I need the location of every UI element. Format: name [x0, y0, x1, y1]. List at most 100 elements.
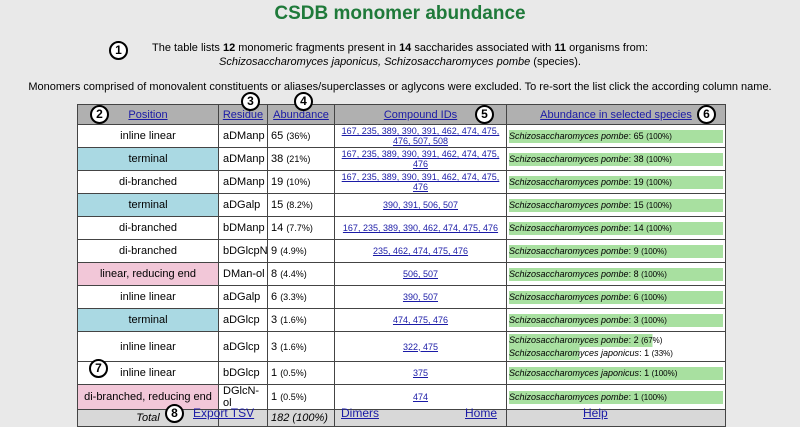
- table-row: linear, reducing end DMan-ol 8 (4.4%) 506, …: [77, 262, 726, 286]
- compound-ids-link[interactable]: 474, 475, 476: [392, 315, 449, 325]
- compound-ids-link[interactable]: 390, 507: [402, 292, 439, 302]
- sort-compound-ids-link[interactable]: Compound IDs: [383, 108, 458, 121]
- residue-cell: DGlcN-ol: [218, 384, 268, 410]
- table-row: terminal aDGalp 15 (8.2%) 390, 391, 506, 50…: [77, 193, 726, 217]
- residue-cell: bDManp: [218, 216, 268, 240]
- residue-cell: aDGlcp: [218, 331, 268, 362]
- residue-cell: bDGlcp: [218, 361, 268, 385]
- compound-ids-cell: 322, 475: [334, 331, 507, 362]
- species-entry: Schizosaccharomyces pombe: 6 (100%): [509, 290, 723, 304]
- compound-ids-cell: 167, 235, 389, 390, 462, 474, 475, 476: [334, 216, 507, 240]
- position-cell: di-branched: [77, 239, 219, 263]
- fragment-count: 12: [222, 42, 236, 54]
- compound-ids-link[interactable]: 506, 507: [402, 269, 439, 279]
- intro-text: The table lists 12 monomeric fragments p…: [152, 42, 648, 68]
- callout-badge-3: 3: [241, 92, 260, 111]
- position-cell: linear, reducing end: [77, 262, 219, 286]
- home-link[interactable]: Home: [465, 406, 498, 420]
- col-species-header: Abundance in selected species: [506, 104, 726, 125]
- callout-badge-2: 2: [90, 105, 109, 124]
- callout-badge-1: 1: [109, 41, 128, 60]
- table-row: terminal aDManp 38 (21%) 167, 235, 389, 390…: [77, 147, 726, 171]
- compound-ids-link[interactable]: 375: [412, 368, 429, 378]
- sort-position-link[interactable]: Position: [128, 108, 168, 121]
- species-entry: Schizosaccharomyces pombe: 65 (100%): [509, 129, 723, 143]
- species-entry: Schizosaccharomyces japonicus: 1 (100%): [509, 366, 723, 380]
- abundance-cell: 38 (21%): [267, 147, 335, 171]
- export-tsv-link[interactable]: Export TSV: [193, 406, 255, 420]
- species-abundance-cell: Schizosaccharomyces pombe: 14 (100%): [506, 216, 726, 240]
- compound-ids-link[interactable]: 167, 235, 389, 390, 391, 462, 474, 475, …: [341, 126, 500, 146]
- compound-ids-link[interactable]: 390, 391, 506, 507: [382, 200, 459, 210]
- species-entry: Schizosaccharomyces pombe: 2 (67%): [509, 333, 723, 347]
- abundance-cell: 9 (4.9%): [267, 239, 335, 263]
- species-abundance-cell: Schizosaccharomyces pombe: 8 (100%): [506, 262, 726, 286]
- species-entry: Schizosaccharomyces pombe: 3 (100%): [509, 313, 723, 327]
- position-cell: terminal: [77, 193, 219, 217]
- abundance-cell: 3 (1.6%): [267, 308, 335, 332]
- callout-badge-6: 6: [697, 105, 716, 124]
- compound-ids-cell: 390, 391, 506, 507: [334, 193, 507, 217]
- compound-ids-link[interactable]: 167, 235, 389, 390, 391, 462, 474, 475, …: [341, 172, 500, 192]
- residue-cell: aDManp: [218, 124, 268, 148]
- species-abundance-cell: Schizosaccharomyces pombe: 1 (100%): [506, 384, 726, 410]
- abundance-cell: 1 (0.5%): [267, 361, 335, 385]
- col-compound-ids-header: Compound IDs: [334, 104, 507, 125]
- position-cell: inline linear: [77, 331, 219, 362]
- compound-ids-link[interactable]: 235, 462, 474, 475, 476: [372, 246, 469, 256]
- species-abundance-cell: Schizosaccharomyces pombe: 15 (100%): [506, 193, 726, 217]
- compound-ids-link[interactable]: 474: [412, 392, 429, 402]
- footer-export: Export TSV: [193, 406, 254, 420]
- compound-ids-cell: 167, 235, 389, 390, 391, 462, 474, 475, …: [334, 170, 507, 194]
- abundance-cell: 19 (10%): [267, 170, 335, 194]
- species-abundance-cell: Schizosaccharomyces pombe: 6 (100%): [506, 285, 726, 309]
- total-row: Total 182 (100%): [77, 409, 726, 427]
- compound-ids-link[interactable]: 322, 475: [402, 341, 439, 352]
- position-cell: di-branched: [77, 170, 219, 194]
- species-abundance-cell: Schizosaccharomyces pombe: 3 (100%): [506, 308, 726, 332]
- callout-badge-4: 4: [294, 92, 313, 111]
- help-link[interactable]: Help: [583, 406, 608, 420]
- species-list: Schizosaccharomyces japonicus, Schizosac…: [219, 56, 531, 68]
- footer-home: Home: [465, 406, 497, 420]
- abundance-cell: 3 (1.6%): [267, 331, 335, 362]
- callout-badge-7: 7: [89, 359, 108, 378]
- species-entry: Schizosaccharomyces pombe: 14 (100%): [509, 221, 723, 235]
- table-row: di-branched aDManp 19 (10%) 167, 235, 389, …: [77, 170, 726, 194]
- footer-help: Help: [583, 406, 608, 420]
- position-cell: di-branched: [77, 216, 219, 240]
- compound-ids-cell: 474: [334, 384, 507, 410]
- residue-cell: aDGalp: [218, 285, 268, 309]
- abundance-cell: 14 (7.7%): [267, 216, 335, 240]
- residue-cell: bDGlcpN: [218, 239, 268, 263]
- species-abundance-cell: Schizosaccharomyces pombe: 19 (100%): [506, 170, 726, 194]
- position-cell: terminal: [77, 308, 219, 332]
- residue-cell: aDGlcp: [218, 308, 268, 332]
- footer-dimers: Dimers: [341, 406, 379, 420]
- abundance-cell: 1 (0.5%): [267, 384, 335, 410]
- species-entry: Schizosaccharomyces pombe: 8 (100%): [509, 267, 723, 281]
- callout-badge-8: 8: [165, 404, 184, 423]
- residue-cell: aDManp: [218, 170, 268, 194]
- compound-ids-cell: 167, 235, 389, 390, 391, 462, 474, 475, …: [334, 147, 507, 171]
- monomer-table: Position Residue Abundance Compound IDs …: [77, 104, 726, 427]
- species-entry: Schizosaccharomyces pombe: 9 (100%): [509, 244, 723, 258]
- table-header-row: Position Residue Abundance Compound IDs …: [77, 104, 726, 125]
- species-entry: Schizosaccharomyces pombe: 15 (100%): [509, 198, 723, 212]
- dimers-link[interactable]: Dimers: [341, 406, 379, 420]
- table-row: di-branched bDManp 14 (7.7%) 167, 235, 389,…: [77, 216, 726, 240]
- table-row: di-branched bDGlcpN 9 (4.9%) 235, 462, 474,…: [77, 239, 726, 263]
- page-title: CSDB monomer abundance: [274, 3, 526, 24]
- table-row: inline linear aDManp 65 (36%) 167, 235, 389…: [77, 124, 726, 148]
- compound-ids-link[interactable]: 167, 235, 389, 390, 462, 474, 475, 476: [342, 223, 499, 233]
- compound-ids-link[interactable]: 167, 235, 389, 390, 391, 462, 474, 475, …: [341, 149, 500, 169]
- col-position-header: Position: [77, 104, 219, 125]
- sort-residue-link[interactable]: Residue: [222, 108, 264, 121]
- species-abundance-cell: Schizosaccharomyces pombe: 2 (67%) Schizo…: [506, 331, 726, 362]
- compound-ids-cell: 167, 235, 389, 390, 391, 462, 474, 475, …: [334, 124, 507, 148]
- table-row: inline linear aDGlcp 3 (1.6%) 322, 475 Schiz…: [77, 331, 726, 362]
- sort-abundance-link[interactable]: Abundance: [273, 108, 329, 121]
- compound-ids-cell: 235, 462, 474, 475, 476: [334, 239, 507, 263]
- position-cell: inline linear: [77, 285, 219, 309]
- sort-species-link[interactable]: Abundance in selected species: [540, 108, 692, 121]
